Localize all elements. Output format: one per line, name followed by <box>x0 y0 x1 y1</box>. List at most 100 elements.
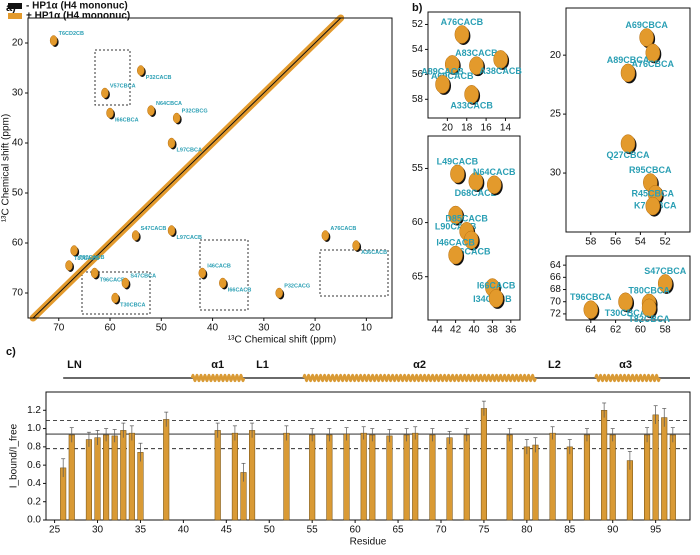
bar <box>283 432 290 521</box>
bar <box>369 434 376 521</box>
bar <box>309 434 316 521</box>
peak <box>101 87 109 99</box>
peak <box>435 75 450 94</box>
peak-label: A69CBCA <box>625 20 668 30</box>
bar <box>669 434 676 521</box>
peak-label: I26CACB <box>452 246 491 256</box>
x-tick-label: 60 <box>104 323 116 334</box>
x-tick-label: 30 <box>258 323 270 334</box>
peak-label: A89CACB <box>421 67 464 77</box>
peak-label: D85CACB <box>445 214 488 224</box>
peak-label: A38CACB <box>479 66 522 76</box>
bar <box>652 414 659 521</box>
peak <box>488 289 504 308</box>
peak <box>641 298 657 318</box>
peak-label: T6CD2CB <box>59 31 84 37</box>
peak-label: T80CBCA <box>628 285 670 295</box>
peak <box>448 205 463 225</box>
peak <box>65 260 73 271</box>
x-tick-label: 38 <box>487 325 499 336</box>
x-tick-label: 60 <box>635 325 647 336</box>
x-tick-label: 64 <box>585 325 597 336</box>
x-tick-label: 75 <box>478 525 490 536</box>
x-tick-label: 50 <box>264 525 276 536</box>
peak-label: T30CBCA <box>605 308 647 318</box>
y-tick-label: 20 <box>550 50 562 61</box>
peak <box>219 277 227 289</box>
plot-frame <box>565 7 691 233</box>
plot-frame <box>427 11 521 119</box>
helix <box>302 373 537 383</box>
peak <box>620 134 636 153</box>
peak <box>444 55 460 74</box>
peak-label: L49CACB <box>437 156 479 166</box>
y-tick-label: 68 <box>550 284 562 295</box>
plot-frame <box>45 391 691 521</box>
bar <box>231 432 238 521</box>
y-tick-label: 52 <box>412 19 424 30</box>
y-tick-label: 40 <box>12 138 24 149</box>
x-tick-label: 20 <box>310 323 322 334</box>
x-tick-label: 95 <box>650 525 662 536</box>
bar <box>360 432 367 521</box>
bar <box>68 434 75 521</box>
peak-label: A83CACB <box>455 48 498 58</box>
x-tick-label: 45 <box>221 525 233 536</box>
x-tick-label: 60 <box>350 525 362 536</box>
peak-label: Q27CBCA <box>606 150 650 160</box>
peak-label: I66CACB <box>477 281 516 291</box>
x-tick-label: 18 <box>461 123 473 134</box>
bar <box>343 433 350 521</box>
y-tick-label: 1.2 <box>27 405 41 416</box>
peak <box>167 137 176 149</box>
x-tick-label: 44 <box>432 325 444 336</box>
bar <box>446 437 453 521</box>
bar <box>549 432 556 521</box>
ss-label: L2 <box>548 359 561 371</box>
x-tick-label: 42 <box>450 325 462 336</box>
peak <box>464 85 479 104</box>
y-axis-label: I_bound/I_free <box>9 423 20 488</box>
x-tick-label: 70 <box>435 525 447 536</box>
peak-label: P32CBCG <box>182 108 208 114</box>
y-tick-label: 0.6 <box>27 460 41 471</box>
peak <box>275 287 283 299</box>
peak <box>198 267 207 279</box>
zoom-box <box>81 271 151 315</box>
peak-label: T82CACB <box>79 255 104 261</box>
ss-label: α3 <box>619 359 632 371</box>
bar <box>326 434 333 521</box>
peak-label: V57CBCA <box>110 83 136 89</box>
peak-label: S47CBCA <box>644 266 687 276</box>
peak <box>468 172 484 191</box>
legend-label: + HP1α (H4 mononuc) <box>26 11 130 22</box>
bar <box>644 434 651 521</box>
peak-label: I66CACB <box>228 287 252 293</box>
peak <box>147 105 155 116</box>
helix <box>594 373 661 383</box>
peak <box>321 230 330 241</box>
peak <box>486 175 502 194</box>
diagonal-ridge-core <box>32 17 342 319</box>
y-tick-label: 60 <box>12 238 24 249</box>
x-tick-label: 50 <box>156 323 168 334</box>
y-tick-label: 20 <box>12 38 24 49</box>
x-tick-label: 90 <box>607 525 619 536</box>
peak-label: T30CBCA <box>120 302 145 308</box>
peak-label: R95CBCA <box>629 165 672 175</box>
peak <box>106 107 114 119</box>
bar <box>661 417 668 521</box>
panel-label: b) <box>412 2 423 14</box>
x-tick-label: 40 <box>468 325 480 336</box>
bar <box>601 410 608 521</box>
peak-label: D68CACB <box>455 188 498 198</box>
bar <box>128 432 135 521</box>
x-tick-label: 85 <box>564 525 576 536</box>
y-tick-label: 58 <box>412 94 424 105</box>
y-tick-label: 72 <box>550 309 562 320</box>
panel-label: c) <box>6 346 16 358</box>
peak <box>454 25 470 44</box>
bar <box>85 439 92 521</box>
x-tick-label: 25 <box>49 525 61 536</box>
